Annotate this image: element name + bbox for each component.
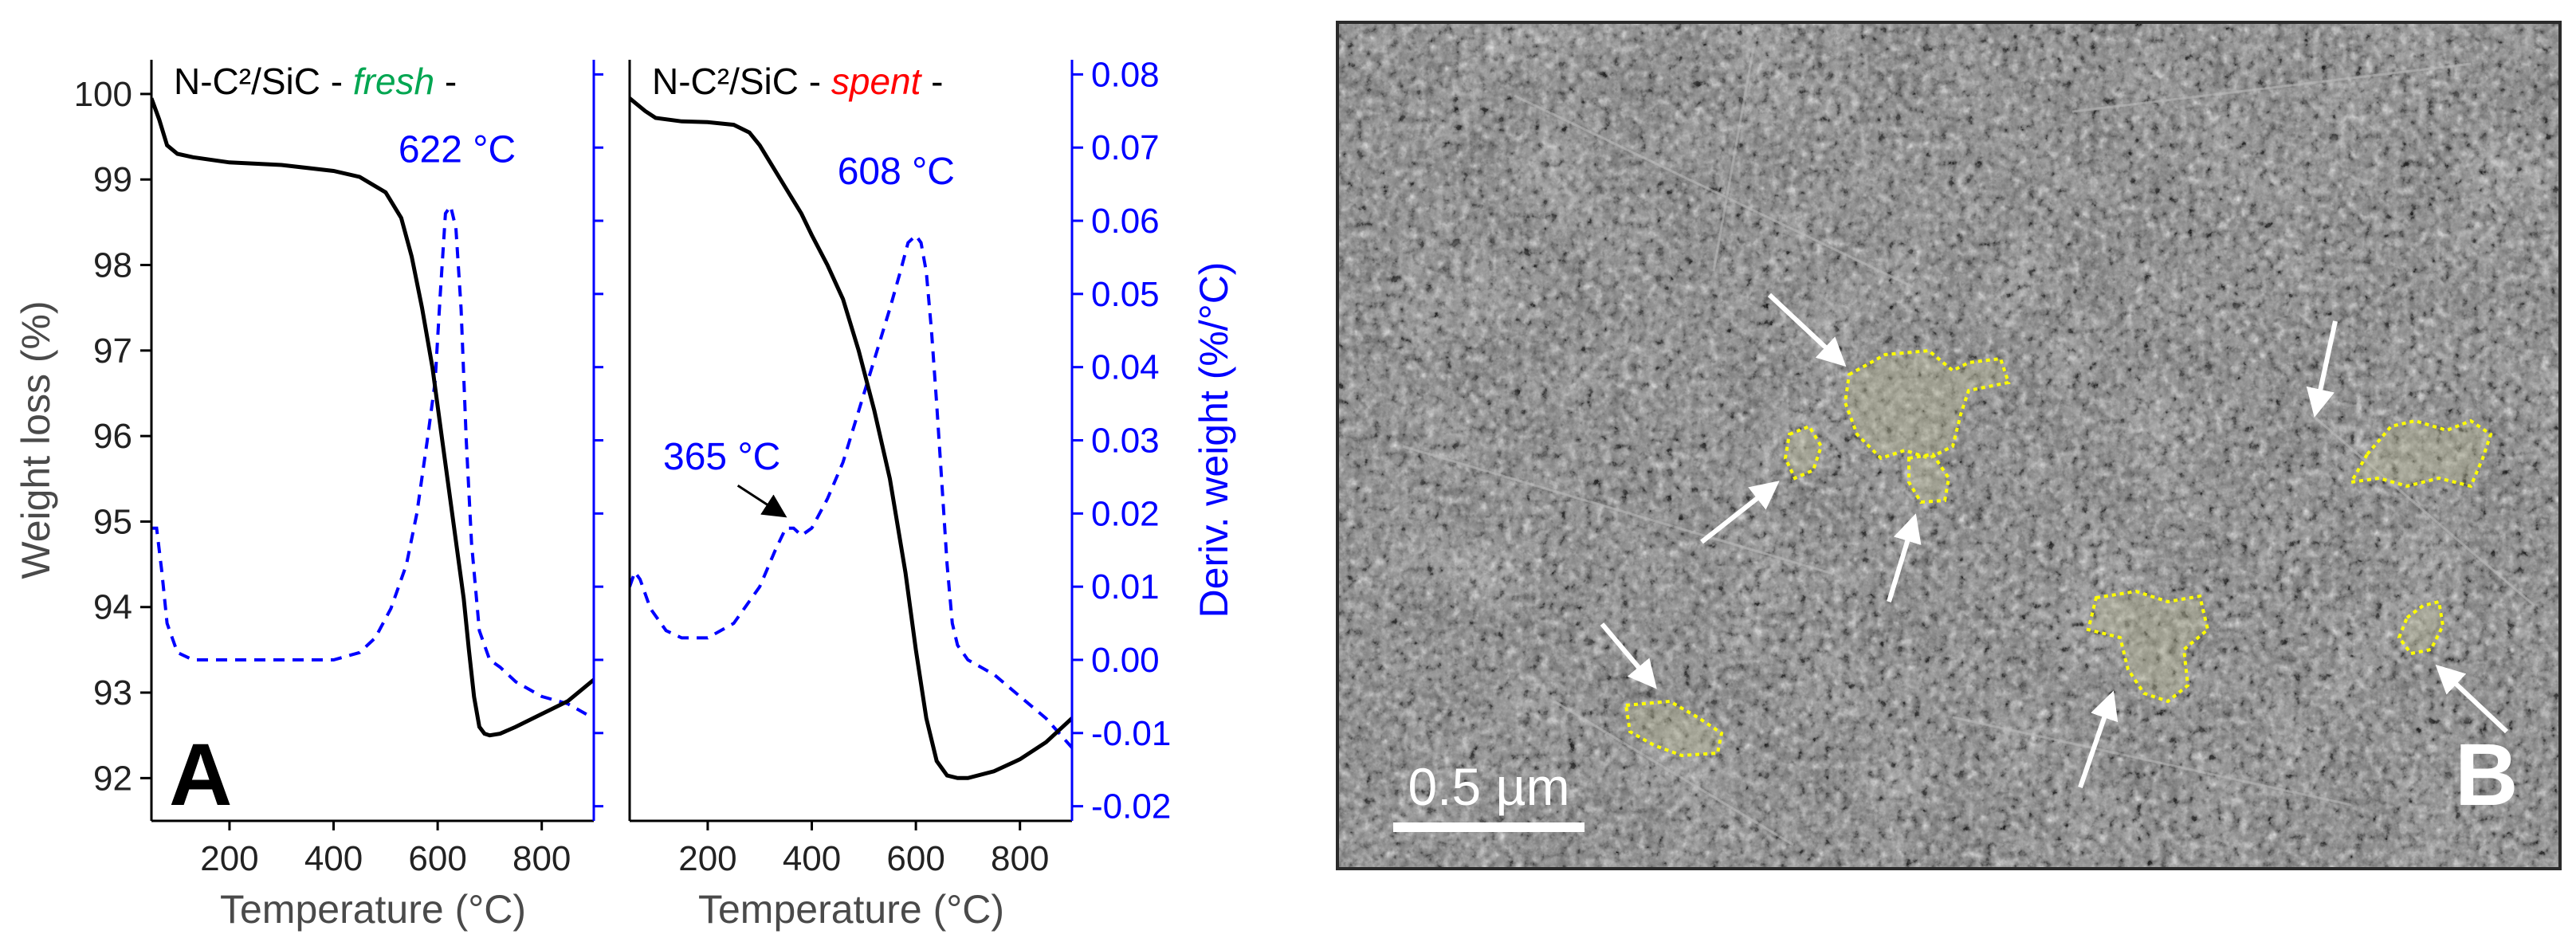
y-tick-label: 94 — [93, 588, 132, 627]
y2-tick-label: 0.02 — [1091, 494, 1160, 533]
particle-outline — [1783, 424, 1824, 481]
y2-tick-label: 0.06 — [1091, 202, 1160, 241]
scale-bar-label: 0.5 µm — [1408, 757, 1569, 816]
series-fresh-derivative-line — [151, 202, 594, 720]
x-tick-label: 400 — [783, 839, 841, 878]
title-fresh-accent: fresh — [353, 61, 434, 102]
scale-bar — [1393, 822, 1584, 832]
x-tick-label: 200 — [200, 839, 258, 878]
y-tick-label: 97 — [93, 332, 132, 371]
y-tick-label: 98 — [93, 246, 132, 285]
y2-tick-label: 0.00 — [1091, 641, 1160, 680]
y-tick-label: 100 — [74, 75, 132, 114]
y-tick-label: 96 — [93, 417, 132, 456]
particle-outline — [1843, 348, 2011, 461]
particle-outline — [2397, 599, 2445, 656]
y-tick-label: 95 — [93, 502, 132, 541]
y-tick-label: 99 — [93, 160, 132, 199]
x-tick-label: 200 — [678, 839, 736, 878]
x-tick-label: 800 — [512, 839, 571, 878]
y2-tick-label: -0.01 — [1091, 714, 1171, 753]
title-fresh: N-C²/SiC - fresh - — [174, 61, 457, 102]
y-axis-label-weight-loss: Weight loss (%) — [14, 300, 58, 579]
x-tick-label: 600 — [886, 839, 944, 878]
series-spent-derivative-line — [630, 233, 1072, 749]
peak-annotation-fresh: 622 °C — [399, 129, 516, 171]
sem-micrograph: 0.5 µm B — [1336, 21, 2562, 870]
peak-annotation-spent-365: 365 °C — [663, 436, 780, 478]
plot-fresh: 200 400 600 800 92 93 94 95 96 97 98 99 100 N-C²/Si… — [14, 60, 603, 932]
plot-spent: 200 400 600 800 -0.02 -0.01 0.00 0.01 0.02 0.03 0… — [628, 55, 1236, 932]
white-arrows — [1600, 292, 2509, 788]
particle-outline — [1624, 699, 1724, 758]
particle-outline — [2348, 418, 2493, 489]
particle-outline — [2086, 589, 2210, 704]
particle-outline — [1907, 452, 1951, 504]
y2-tick-label: 0.07 — [1091, 128, 1160, 167]
y-tick-label: 92 — [93, 759, 132, 798]
x-tick-label: 800 — [991, 839, 1049, 878]
title-spent-accent: spent — [831, 61, 923, 102]
y2-tick-label: -0.02 — [1091, 787, 1171, 826]
y-tick-label: 93 — [93, 673, 132, 712]
y2-tick-label: 0.03 — [1091, 422, 1160, 461]
panel-label-b: B — [2455, 726, 2518, 824]
title-spent: N-C²/SiC - spent - — [652, 61, 944, 102]
peak-annotation-spent-608: 608 °C — [838, 151, 955, 193]
x-axis-label-fresh: Temperature (°C) — [220, 887, 526, 932]
y2-tick-label: 0.04 — [1091, 348, 1160, 387]
panel-label-a: A — [169, 726, 232, 824]
y2-tick-label: 0.01 — [1091, 567, 1160, 606]
series-fresh-weight-line — [151, 97, 594, 738]
y2-tick-label: 0.05 — [1091, 275, 1160, 314]
x-axis-label-spent: Temperature (°C) — [698, 887, 1004, 932]
x-tick-label: 600 — [408, 839, 466, 878]
series-spent-weight-line — [630, 96, 1072, 780]
y2-tick-label: 0.08 — [1091, 55, 1160, 94]
y-axis-label-derivative: Deriv. weight (%/°C) — [1192, 262, 1236, 618]
highlighted-particles — [1624, 348, 2493, 758]
x-tick-label: 400 — [304, 839, 363, 878]
annotation-arrow-365 — [736, 484, 787, 518]
